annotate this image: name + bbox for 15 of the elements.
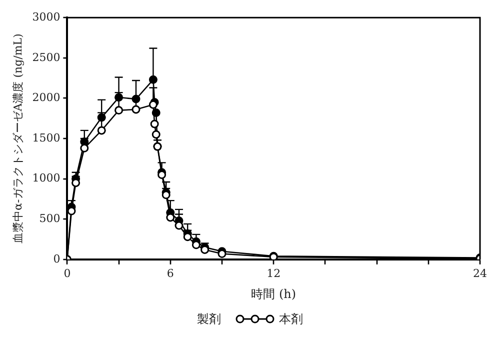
- y-tick-label: 1500: [32, 131, 60, 144]
- legend-label: 本剤: [279, 310, 303, 328]
- x-tick-label: 6: [166, 266, 174, 280]
- y-tick-label: 2000: [32, 91, 60, 104]
- legend-title: 製剤: [197, 310, 221, 328]
- y-tick-label: 0: [53, 252, 60, 266]
- y-tick-label: 3000: [32, 10, 60, 24]
- x-axis-title: 時間 (h): [251, 286, 296, 301]
- y-tick-label: 1000: [32, 172, 60, 185]
- y-tick-label: 2500: [32, 50, 60, 64]
- x-tick-label: 0: [64, 266, 71, 280]
- y-axis-title: 血漿中α-ガラクトシダーゼA濃度 (ng/mL): [11, 34, 24, 244]
- x-tick-label: 12: [266, 266, 281, 280]
- x-tick-label: 24: [473, 266, 487, 280]
- y-tick-label: 500: [39, 212, 60, 225]
